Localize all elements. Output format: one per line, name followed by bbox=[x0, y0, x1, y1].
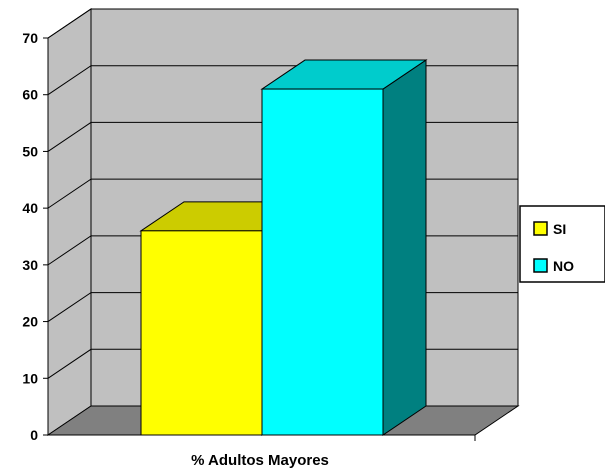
x-axis-title: % Adultos Mayores bbox=[191, 452, 329, 469]
y-tick-label: 60 bbox=[22, 87, 38, 103]
bar-front-face bbox=[140, 230, 263, 436]
y-tick-label: 0 bbox=[30, 427, 38, 443]
legend-swatch-no bbox=[533, 258, 548, 273]
y-tick-label: 30 bbox=[22, 257, 38, 273]
bars bbox=[139, 59, 428, 436]
y-tick-label: 20 bbox=[22, 314, 38, 330]
y-tick-label: 40 bbox=[22, 200, 38, 216]
gridline bbox=[47, 8, 518, 39]
legend-swatch-si bbox=[533, 221, 548, 236]
axes bbox=[43, 37, 476, 441]
legend: SI NO bbox=[519, 205, 605, 283]
bar-front-face bbox=[261, 88, 384, 436]
bar-no bbox=[260, 59, 428, 436]
y-tick-labels: 0 10 20 30 40 50 60 70 bbox=[22, 30, 38, 443]
legend-label-no: NO bbox=[553, 258, 574, 274]
bar-side-face bbox=[382, 59, 427, 436]
side-wall bbox=[47, 8, 92, 436]
y-tick-label: 50 bbox=[22, 143, 38, 159]
y-tick-label: 10 bbox=[22, 370, 38, 386]
y-tick-label: 70 bbox=[22, 30, 38, 46]
legend-label-si: SI bbox=[553, 221, 566, 237]
